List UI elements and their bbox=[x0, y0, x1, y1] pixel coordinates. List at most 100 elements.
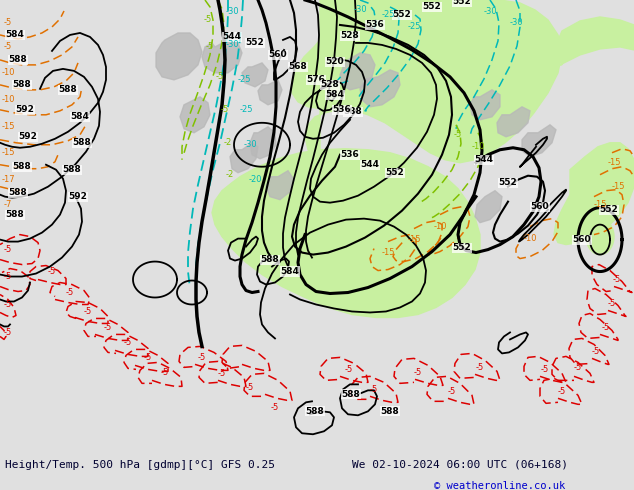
Text: 588: 588 bbox=[344, 107, 363, 116]
Text: 520: 520 bbox=[326, 57, 344, 67]
Text: -2: -2 bbox=[226, 170, 234, 179]
Text: 560: 560 bbox=[269, 50, 287, 59]
Text: 568: 568 bbox=[288, 62, 307, 72]
Text: 560: 560 bbox=[573, 235, 592, 244]
Text: -15: -15 bbox=[1, 148, 15, 157]
Polygon shape bbox=[360, 70, 400, 107]
Text: -5: -5 bbox=[84, 307, 92, 316]
Text: 592: 592 bbox=[16, 105, 34, 114]
Text: -30: -30 bbox=[509, 19, 523, 27]
Text: -5: -5 bbox=[448, 387, 456, 396]
Text: 588: 588 bbox=[63, 165, 81, 174]
Text: -15: -15 bbox=[607, 158, 621, 167]
Polygon shape bbox=[556, 17, 634, 65]
Polygon shape bbox=[258, 80, 282, 105]
Text: 592: 592 bbox=[68, 192, 87, 201]
Polygon shape bbox=[292, 30, 388, 109]
Text: -25: -25 bbox=[381, 10, 395, 20]
Text: 576: 576 bbox=[307, 75, 325, 84]
Text: -5: -5 bbox=[4, 19, 12, 27]
Polygon shape bbox=[475, 191, 502, 222]
Text: -20: -20 bbox=[249, 175, 262, 184]
Text: -5: -5 bbox=[4, 43, 12, 51]
Polygon shape bbox=[212, 149, 480, 318]
Polygon shape bbox=[242, 63, 268, 87]
Text: -5: -5 bbox=[4, 245, 12, 254]
Text: 552: 552 bbox=[385, 168, 404, 177]
Text: -5: -5 bbox=[124, 338, 132, 347]
Text: 560: 560 bbox=[531, 202, 549, 211]
Text: 544: 544 bbox=[474, 155, 493, 164]
Text: -30: -30 bbox=[483, 7, 497, 17]
Text: 588: 588 bbox=[73, 138, 91, 147]
Text: 536: 536 bbox=[333, 105, 351, 114]
Text: -5: -5 bbox=[613, 275, 621, 284]
Polygon shape bbox=[202, 40, 242, 73]
Text: -15: -15 bbox=[381, 248, 395, 257]
Text: -10: -10 bbox=[1, 69, 15, 77]
Text: 552: 552 bbox=[453, 243, 471, 252]
Text: -5: -5 bbox=[592, 347, 600, 356]
Text: -5: -5 bbox=[216, 73, 224, 81]
Text: -5: -5 bbox=[271, 403, 279, 412]
Polygon shape bbox=[266, 171, 294, 199]
Text: -5: -5 bbox=[206, 43, 214, 51]
Text: -25: -25 bbox=[407, 23, 421, 31]
Text: 588: 588 bbox=[13, 162, 31, 171]
Text: 588: 588 bbox=[6, 210, 24, 219]
Text: -10: -10 bbox=[523, 234, 537, 243]
Polygon shape bbox=[156, 33, 202, 80]
Text: We 02-10-2024 06:00 UTC (06+168): We 02-10-2024 06:00 UTC (06+168) bbox=[352, 460, 568, 469]
Text: -5: -5 bbox=[558, 387, 566, 396]
Text: 552: 552 bbox=[423, 2, 441, 11]
Polygon shape bbox=[554, 143, 634, 245]
Polygon shape bbox=[586, 219, 614, 255]
Text: -5: -5 bbox=[414, 368, 422, 377]
Text: -5: -5 bbox=[608, 299, 616, 308]
Text: -30: -30 bbox=[243, 140, 257, 149]
Text: 536: 536 bbox=[366, 21, 384, 29]
Text: 588: 588 bbox=[9, 55, 27, 64]
Text: -5: -5 bbox=[48, 267, 56, 276]
Text: -10: -10 bbox=[471, 142, 485, 151]
Text: -5: -5 bbox=[602, 323, 610, 332]
Text: 552: 552 bbox=[498, 178, 517, 187]
Text: 584: 584 bbox=[326, 90, 344, 99]
Text: 536: 536 bbox=[340, 150, 359, 159]
Text: 588: 588 bbox=[380, 407, 399, 416]
Polygon shape bbox=[470, 90, 500, 120]
Polygon shape bbox=[497, 107, 530, 137]
Text: 588: 588 bbox=[261, 255, 280, 264]
Text: 544: 544 bbox=[223, 32, 242, 42]
Text: -17: -17 bbox=[1, 175, 15, 184]
Text: -5: -5 bbox=[161, 368, 169, 377]
Polygon shape bbox=[340, 53, 375, 90]
Text: 552: 552 bbox=[392, 10, 411, 20]
Text: © weatheronline.co.uk: © weatheronline.co.uk bbox=[434, 481, 566, 490]
Text: 588: 588 bbox=[58, 85, 77, 95]
Text: 588: 588 bbox=[342, 390, 360, 399]
Text: 544: 544 bbox=[361, 160, 380, 169]
Text: -5: -5 bbox=[4, 300, 12, 309]
Text: -15: -15 bbox=[611, 182, 624, 191]
Text: -5: -5 bbox=[476, 363, 484, 372]
Text: -30: -30 bbox=[225, 7, 239, 17]
Text: -30: -30 bbox=[225, 40, 239, 49]
Text: -5: -5 bbox=[198, 353, 206, 362]
Text: 584: 584 bbox=[6, 30, 25, 39]
Polygon shape bbox=[250, 127, 276, 159]
Polygon shape bbox=[180, 97, 210, 133]
Text: -7: -7 bbox=[4, 200, 12, 209]
Text: -5: -5 bbox=[345, 365, 353, 374]
Text: -5: -5 bbox=[246, 383, 254, 392]
Text: -5: -5 bbox=[66, 288, 74, 297]
Text: -5: -5 bbox=[144, 353, 152, 362]
Text: 552: 552 bbox=[453, 0, 471, 6]
Text: -2: -2 bbox=[224, 138, 232, 147]
Text: -5: -5 bbox=[218, 369, 226, 378]
Text: -25: -25 bbox=[239, 105, 253, 114]
Text: -5: -5 bbox=[541, 365, 549, 374]
Text: 592: 592 bbox=[18, 132, 37, 141]
Text: -25: -25 bbox=[237, 75, 251, 84]
Text: 588: 588 bbox=[13, 80, 31, 89]
